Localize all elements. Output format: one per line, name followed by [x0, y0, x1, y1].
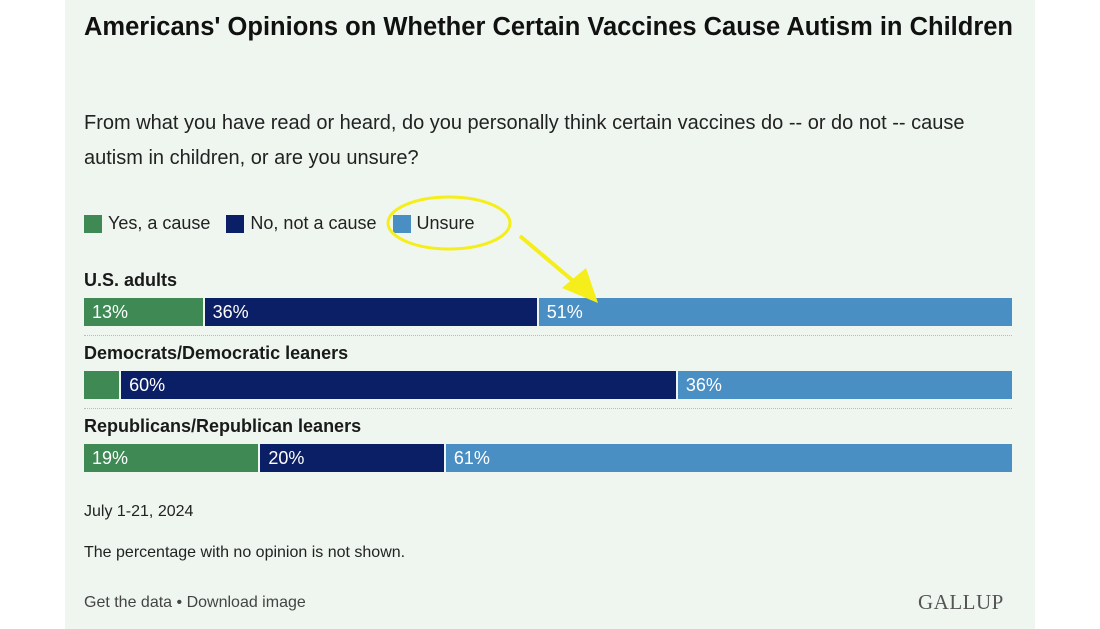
bar-segment-yes: 19%: [84, 444, 261, 472]
footer-links: Get the data • Download image: [84, 594, 306, 612]
legend-item-no: No, not a cause: [226, 213, 377, 234]
chart-title: Americans' Opinions on Whether Certain V…: [84, 13, 1013, 41]
download-image-link[interactable]: Download image: [186, 594, 306, 611]
legend-item-unsure: Unsure: [392, 213, 475, 234]
get-data-link[interactable]: Get the data: [84, 594, 173, 611]
gallup-logo: GALLUP: [918, 590, 1004, 614]
legend: Yes, a cause No, not a cause Unsure: [84, 213, 491, 234]
bar-segment-yes: [84, 371, 122, 399]
bar-segment-unsure: 36%: [677, 371, 1012, 399]
legend-swatch-yes: [84, 214, 102, 233]
chart-subtitle: From what you have read or heard, do you…: [84, 112, 965, 169]
no-opinion-note: The percentage with no opinion is not sh…: [84, 544, 406, 561]
row-divider: [84, 335, 1012, 336]
row-label-republicans: Republicans/Republican leaners: [84, 416, 362, 436]
bar-segment-no: 20%: [260, 444, 446, 472]
legend-label-yes: Yes, a cause: [108, 213, 211, 233]
legend-swatch-no: [226, 214, 245, 233]
date-note: July 1-21, 2024: [84, 503, 194, 520]
legend-label-no: No, not a cause: [250, 213, 377, 233]
bar-segment-no: 60%: [121, 371, 678, 399]
row-label-democrats: Democrats/Democratic leaners: [84, 343, 349, 363]
row-divider: [84, 408, 1012, 409]
bar-segment-unsure: 61%: [445, 444, 1012, 472]
legend-item-yes: Yes, a cause: [84, 213, 210, 234]
bar-segment-no: 36%: [204, 298, 539, 326]
legend-label-unsure: Unsure: [416, 213, 475, 233]
bar-row: 60% 36%: [84, 371, 1012, 399]
bar-segment-unsure: 51%: [538, 298, 1012, 326]
bar-segment-yes: 13%: [84, 298, 205, 326]
row-label-us-adults: U.S. adults: [84, 270, 178, 290]
footer-separator: •: [176, 594, 183, 611]
legend-swatch-unsure: [392, 214, 411, 233]
bar-row: 19% 20% 61%: [84, 444, 1012, 472]
bar-row: 13% 36% 51%: [84, 298, 1012, 326]
